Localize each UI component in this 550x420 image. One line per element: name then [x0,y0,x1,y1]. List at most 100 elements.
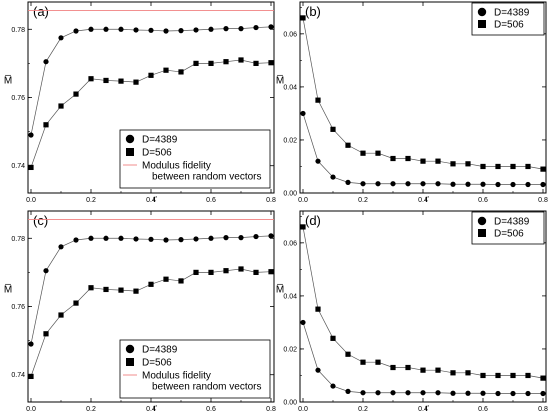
data-point-square [208,60,214,66]
data-point-circle [345,388,351,394]
data-point-circle [345,179,351,185]
legend-label: Modulus fidelity [142,161,211,172]
x-tick-label: 0.0 [298,197,308,204]
legend-label: D=4389 [494,217,530,228]
series-line-d4389 [30,235,272,345]
data-point-square [253,269,259,275]
legend-box [119,129,271,189]
data-point-circle [28,132,34,138]
data-point-circle [465,390,471,396]
data-point-square [148,281,154,287]
y-tick-label: 0.00 [283,191,297,198]
data-point-circle [163,28,169,34]
data-point-circle [525,390,531,397]
legend-marker-circle [125,134,135,144]
data-point-square [465,370,471,376]
chart-panel-d: 0.0 0.2 0.4 0.6 0.8 0.00 0.02 0.04 0.06 M̅ t' (d) D=… [276,210,548,413]
panel-label: (b) [305,4,321,19]
data-point-square [58,312,64,318]
data-point-circle [253,233,259,240]
data-point-circle [223,26,229,32]
x-tick-label: 0.0 [298,406,308,413]
data-point-square [450,370,456,376]
data-point-square [193,269,199,275]
data-point-circle [480,181,486,187]
data-point-square [540,375,546,381]
data-point-circle [118,235,124,241]
chart-panel-b: 0.0 0.2 0.4 0.6 0.8 0.00 0.02 0.04 0.06 M̅ t' (b) D=… [276,1,548,204]
data-point-square [345,142,351,148]
data-point-circle [390,390,396,396]
chart-panel-a: 0.0 0.2 0.4 0.6 0.8 0.74 0.76 0.78 M̅ t' (a) D=4389… [4,1,276,204]
data-point-square [300,224,306,230]
data-point-square [450,161,456,167]
legend-label: Modulus fidelity [142,371,211,382]
data-point-square [103,77,109,84]
data-point-square [208,269,214,275]
x-tick-label: 0.8 [266,406,276,413]
data-point-square [238,57,244,63]
data-point-circle [495,390,501,397]
data-point-square [405,155,411,162]
data-point-circle [330,174,336,180]
series-line-d506 [302,226,544,379]
data-point-circle [510,181,516,188]
data-point-circle [390,181,396,187]
data-point-circle [178,237,184,243]
y-tick-label: 0.78 [11,27,25,34]
data-point-square [435,367,441,373]
data-point-circle [450,390,456,396]
data-point-circle [540,390,546,397]
y-tick-label: 0.74 [11,372,25,379]
x-tick-label: 0.2 [358,197,368,204]
data-point-square [178,278,184,284]
data-point-circle [253,24,259,31]
data-point-square [43,122,49,128]
data-point-square [375,150,381,156]
data-point-circle [435,181,441,187]
data-point-circle [118,26,124,32]
data-point-square [315,306,321,312]
data-point-square [223,59,229,65]
data-point-circle [375,390,381,396]
legend-box [119,339,271,399]
data-point-square [163,276,169,282]
data-point-circle [193,27,199,33]
y-axis-label: M̅ [4,284,12,296]
data-point-circle [315,367,321,373]
y-tick-label: 0.04 [283,84,297,91]
data-point-circle [510,390,516,397]
y-tick-label: 0.02 [283,346,297,353]
chart-panel-c: 0.0 0.2 0.4 0.6 0.8 0.74 0.76 0.78 M̅ t' (c) D=4389… [4,210,276,413]
data-point-circle [450,181,456,187]
x-axis-label: t' [153,404,157,413]
data-point-circle [193,236,199,242]
data-point-circle [375,181,381,187]
data-point-square [163,67,169,73]
y-tick-label: 0.78 [11,236,25,243]
legend-label: D=506 [494,20,524,31]
x-axis-label: t' [153,195,157,204]
data-point-circle [420,181,426,187]
legend-label: D=506 [142,358,172,369]
data-point-square [315,97,321,103]
legend-marker-square [478,229,486,237]
series-line-d4389 [302,322,543,394]
legend-marker-square [126,358,134,366]
data-point-circle [300,319,306,326]
data-point-square [330,335,336,341]
data-point-square [43,331,49,337]
data-point-square [360,150,366,156]
data-point-square [28,373,34,380]
data-point-circle [208,235,214,241]
data-point-circle [148,27,154,33]
series-line-d4389 [30,26,272,136]
y-tick-label: 0.02 [283,137,297,144]
data-point-circle [223,235,229,241]
data-point-circle [525,181,531,188]
